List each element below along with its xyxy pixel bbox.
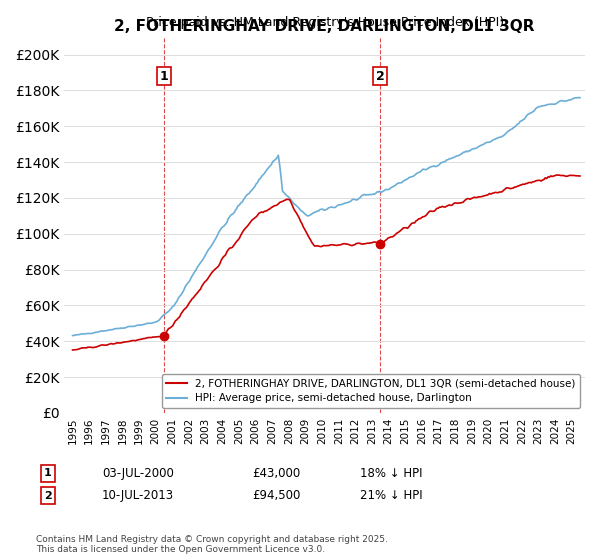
Legend: 2, FOTHERINGHAY DRIVE, DARLINGTON, DL1 3QR (semi-detached house), HPI: Average p: 2, FOTHERINGHAY DRIVE, DARLINGTON, DL1 3… [162,374,580,408]
Title: 2, FOTHERINGHAY DRIVE, DARLINGTON, DL1 3QR: 2, FOTHERINGHAY DRIVE, DARLINGTON, DL1 3… [115,19,535,34]
Text: 18% ↓ HPI: 18% ↓ HPI [360,466,422,480]
Text: 21% ↓ HPI: 21% ↓ HPI [360,489,422,502]
Text: £43,000: £43,000 [252,466,300,480]
Text: £94,500: £94,500 [252,489,301,502]
Text: 03-JUL-2000: 03-JUL-2000 [102,466,174,480]
Text: 2: 2 [376,69,385,82]
Text: 2: 2 [44,491,52,501]
Text: 10-JUL-2013: 10-JUL-2013 [102,489,174,502]
Text: 1: 1 [44,468,52,478]
Text: 1: 1 [160,69,169,82]
Text: Price paid vs. HM Land Registry's House Price Index (HPI): Price paid vs. HM Land Registry's House … [146,16,503,29]
Text: Contains HM Land Registry data © Crown copyright and database right 2025.
This d: Contains HM Land Registry data © Crown c… [36,535,388,554]
